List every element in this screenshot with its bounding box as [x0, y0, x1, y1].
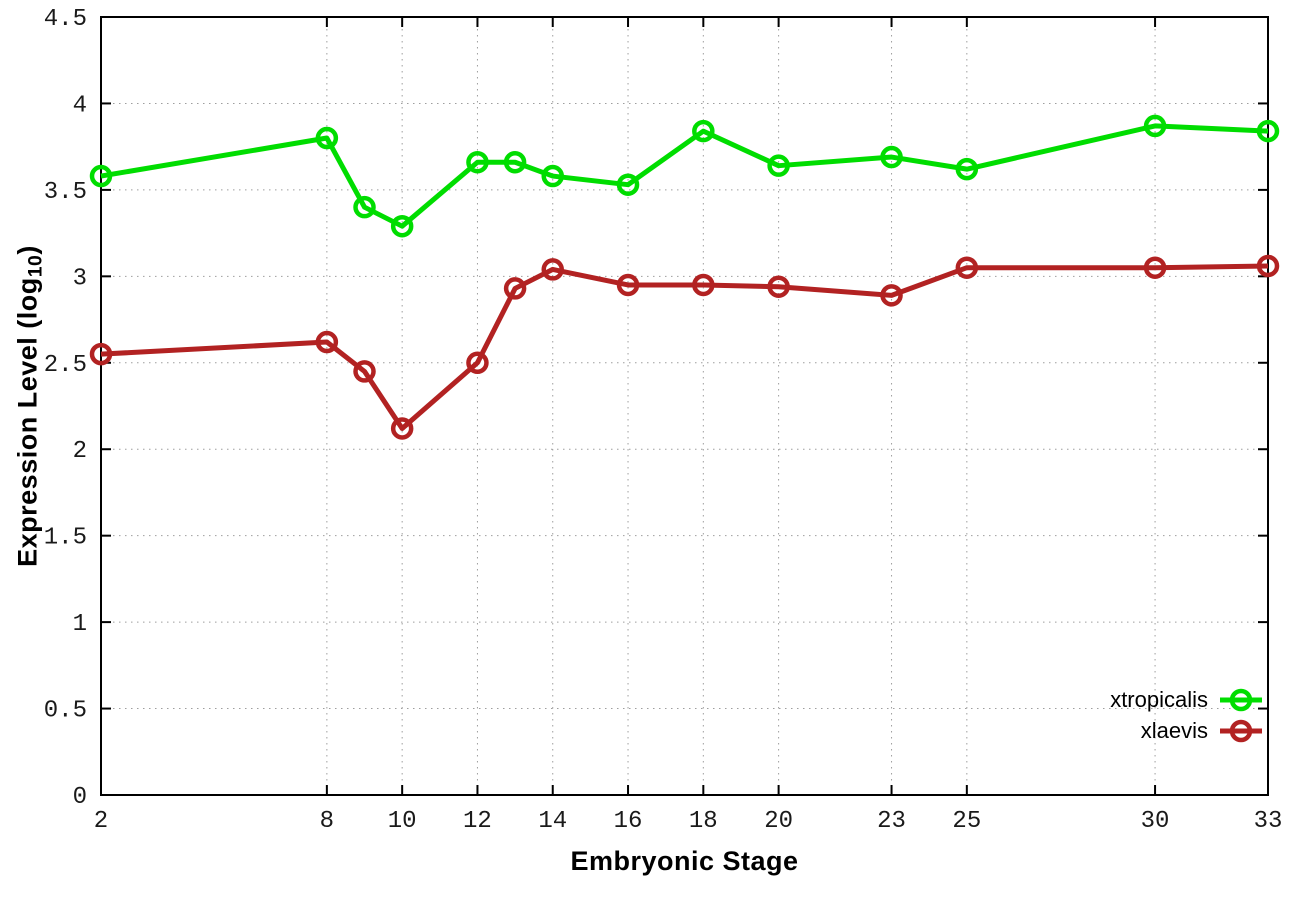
data-point-marker: [390, 417, 414, 440]
legend-row-xlaevis: xlaevis: [1110, 715, 1264, 746]
data-point-marker: [692, 273, 715, 297]
y-tick-label: 3: [73, 265, 87, 292]
data-point-marker: [1256, 254, 1280, 278]
y-axis-title-main: Expression Level (log: [12, 277, 43, 567]
series-xtropicalis: [89, 114, 1280, 238]
data-point-marker: [315, 330, 339, 354]
x-tick-label: 30: [1141, 808, 1170, 835]
series-line-xlaevis: [100, 263, 1269, 431]
data-point-marker: [353, 195, 376, 219]
y-tick-label: 0.5: [44, 698, 87, 725]
y-tick-label: 0: [73, 784, 87, 811]
data-point-marker: [880, 284, 903, 307]
x-tick-label: 16: [614, 808, 643, 835]
x-tick-label: 23: [877, 808, 906, 835]
data-point-marker: [541, 164, 564, 188]
x-tick-label: 20: [764, 808, 793, 835]
y-tick-labels: 0 0.5 1 1.5 2 2.5 3 3.5 4 4.5: [44, 6, 87, 811]
x-tick-label: 12: [463, 808, 492, 835]
data-point-marker: [89, 164, 113, 188]
data-point-marker: [616, 173, 640, 196]
data-point-marker: [880, 145, 903, 169]
axis-tick-marks: [100, 16, 1269, 796]
data-point-marker: [692, 119, 715, 143]
y-tick-label: 3.5: [44, 179, 87, 206]
data-point-marker: [955, 256, 979, 279]
legend: xtropicalis xlaevis: [1110, 684, 1264, 746]
data-point-marker: [767, 275, 790, 298]
y-tick-label: 1: [73, 611, 87, 638]
y-axis-title-end: ): [12, 245, 43, 255]
data-point-marker: [541, 258, 564, 281]
data-point-marker: [616, 273, 640, 297]
data-point-marker: [315, 126, 339, 150]
gridlines: [101, 17, 1268, 795]
y-tick-label: 4.5: [44, 6, 87, 33]
data-point-marker: [767, 154, 790, 177]
legend-sample-xlaevis-icon: [1220, 719, 1262, 742]
series-xlaevis: [89, 254, 1280, 440]
series-line-xtropicalis: [100, 123, 1269, 229]
legend-label-xtropicalis: xtropicalis: [1110, 686, 1208, 712]
x-tick-label: 33: [1254, 808, 1283, 835]
data-point-marker: [1143, 256, 1167, 279]
y-tick-label: 4: [73, 92, 87, 119]
x-tick-label: 25: [952, 808, 981, 835]
legend-label-xlaevis: xlaevis: [1140, 717, 1208, 743]
x-tick-labels: 2 8 10 12 14 16 18 20 23 25 30 33: [94, 808, 1283, 835]
x-axis-title: Embryonic Stage: [570, 846, 799, 876]
data-point-marker: [503, 150, 527, 174]
x-tick-label: 18: [689, 808, 718, 835]
y-tick-label: 2.5: [44, 352, 87, 379]
plot-border: [100, 16, 1269, 796]
legend-row-xtropicalis: xtropicalis: [1110, 684, 1264, 715]
legend-sample-xtropicalis-icon: [1220, 688, 1262, 711]
data-point-marker: [503, 277, 527, 300]
x-tick-label: 14: [538, 808, 567, 835]
x-tick-label: 10: [388, 808, 417, 835]
data-point-marker: [1143, 114, 1167, 138]
y-tick-label: 1.5: [44, 525, 87, 552]
data-point-marker: [353, 360, 376, 383]
data-point-marker: [390, 214, 414, 238]
x-tick-label: 8: [320, 808, 334, 835]
data-point-marker: [1256, 119, 1280, 143]
y-tick-label: 2: [73, 438, 87, 465]
y-axis-title-subscript: 10: [24, 254, 47, 278]
data-point-marker: [89, 342, 113, 366]
data-point-marker: [466, 351, 489, 375]
data-point-marker: [955, 157, 979, 181]
y-axis-title: Expression Level (log10): [13, 245, 48, 567]
x-tick-label: 2: [94, 808, 108, 835]
data-point-marker: [466, 150, 489, 174]
